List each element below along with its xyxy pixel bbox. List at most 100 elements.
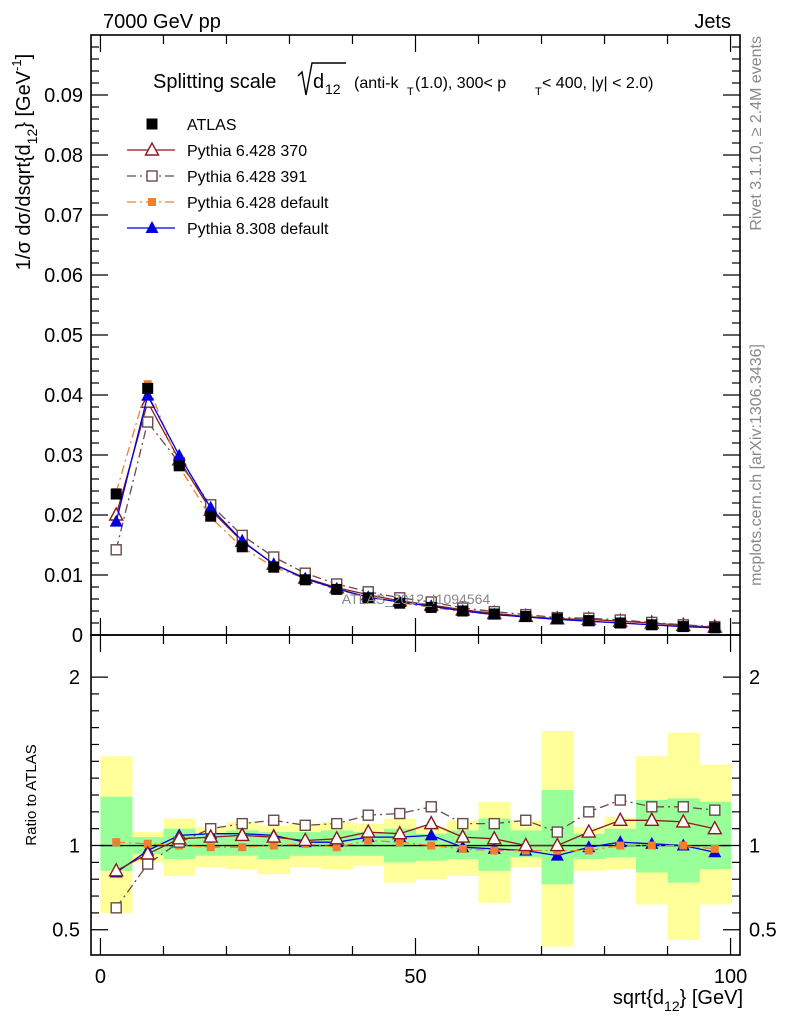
main-point-atlas bbox=[394, 597, 406, 609]
main-y-tick-label: 0.04 bbox=[44, 385, 83, 407]
ratio-point-pythia-6-428-default bbox=[238, 843, 247, 852]
ratio-point-pythia-6-428-391 bbox=[583, 806, 595, 818]
ratio-point-pythia-6-428-default bbox=[679, 841, 688, 850]
main-point-pythia-8-308-default bbox=[109, 514, 123, 527]
main-y-tick-label: 0.07 bbox=[44, 205, 83, 227]
x-tick-label: 0 bbox=[95, 966, 106, 988]
main-point-atlas bbox=[677, 621, 689, 633]
ratio-point-pythia-6-428-370 bbox=[549, 837, 565, 852]
ratio-point-pythia-6-428-391 bbox=[457, 817, 469, 830]
legend-marker-pythia-8-308-default bbox=[145, 221, 159, 233]
ratio-point-pythia-6-428-default bbox=[647, 841, 656, 850]
ratio-point-pythia-6-428-391 bbox=[331, 817, 343, 830]
ratio-point-pythia-8-308-default bbox=[424, 828, 438, 841]
ratio-point-pythia-6-428-391 bbox=[425, 801, 437, 813]
ratio-plot-axes: 0.5 0.5 1 1 2 2 0 50 100 bbox=[52, 634, 777, 988]
ratio-point-pythia-6-428-370 bbox=[455, 828, 471, 843]
legend-label-pythia-6-428-default: Pythia 6.428 default bbox=[187, 195, 329, 212]
main-y-tick-label: 0.02 bbox=[44, 505, 83, 527]
main-point-atlas bbox=[205, 510, 217, 522]
title-part-2: (1.0), 300< p bbox=[415, 75, 506, 92]
ratio-point-pythia-6-428-default bbox=[427, 841, 436, 850]
ratio-point-pythia-6-428-391 bbox=[362, 809, 374, 821]
ratio-point-pythia-6-428-370 bbox=[486, 830, 502, 845]
title-part-1: (anti-k bbox=[354, 75, 399, 92]
ratio-point-pythia-6-428-default bbox=[490, 846, 499, 855]
main-point-atlas bbox=[362, 592, 374, 604]
title-part-3: < 400, |y| < 2.0) bbox=[542, 75, 654, 92]
ratio-point-pythia-6-428-391 bbox=[614, 794, 626, 806]
ratio-y-tick-label-right: 1 bbox=[749, 836, 760, 858]
main-point-pythia-8-308-default bbox=[204, 500, 218, 513]
main-point-atlas bbox=[299, 574, 311, 586]
ratio-point-pythia-6-428-391 bbox=[268, 814, 280, 826]
ratio-point-pythia-6-428-370 bbox=[266, 828, 282, 843]
ratio-point-pythia-6-428-391 bbox=[551, 826, 563, 838]
main-y-tick-label: 0.06 bbox=[44, 265, 83, 287]
title-part-1-sub: T bbox=[407, 86, 414, 98]
legend-marker-pythia-6-428-391 bbox=[146, 170, 158, 182]
main-plot-title: Splitting scale d 12 (anti-k T (1.0), 30… bbox=[153, 62, 654, 98]
main-point-atlas bbox=[583, 615, 595, 627]
legend-label-atlas: ATLAS bbox=[187, 117, 237, 134]
x-tick-label: 50 bbox=[404, 966, 426, 988]
ratio-point-pythia-6-428-391 bbox=[299, 819, 311, 832]
main-y-tick-label: 0.01 bbox=[44, 565, 83, 587]
main-point-atlas bbox=[646, 619, 658, 631]
ratio-y-tick-label: 1 bbox=[69, 836, 80, 858]
main-point-atlas bbox=[614, 617, 626, 629]
ratio-point-pythia-6-428-391 bbox=[677, 801, 689, 813]
ratio-point-pythia-6-428-default bbox=[269, 841, 278, 850]
main-y-tick-label: 0.05 bbox=[44, 325, 83, 347]
legend-marker-pythia-6-428-default bbox=[148, 198, 156, 206]
title-var-sub: 12 bbox=[325, 81, 341, 97]
ratio-point-pythia-6-428-370 bbox=[707, 820, 723, 835]
ratio-point-pythia-6-428-370 bbox=[297, 832, 313, 847]
main-y-axis-label: 1/σ dσ/dsqrt{d12} [GeV-1] bbox=[9, 54, 40, 270]
ratio-inner-band-bin bbox=[100, 796, 133, 871]
x-tick-label: 100 bbox=[714, 966, 747, 988]
title-part-2-sub: T bbox=[535, 86, 542, 98]
header-left: 7000 GeV pp bbox=[103, 11, 221, 33]
ratio-point-pythia-6-428-370 bbox=[423, 815, 439, 830]
ratio-point-pythia-6-428-391 bbox=[520, 814, 532, 826]
header-right: Jets bbox=[694, 11, 731, 33]
main-point-atlas bbox=[488, 608, 500, 620]
title-prefix: Splitting scale bbox=[153, 71, 276, 93]
main-y-tick-label: 0 bbox=[72, 625, 83, 647]
ratio-point-pythia-6-428-default bbox=[332, 843, 341, 852]
analysis-watermark: ATLAS_2012_I1094564 bbox=[342, 591, 491, 607]
mcplots-label: mcplots.cern.ch [arXiv:1306.3436] bbox=[748, 344, 765, 586]
ratio-point-pythia-6-428-370 bbox=[360, 823, 376, 838]
ratio-point-pythia-6-428-default bbox=[616, 841, 625, 850]
main-point-pythia-8-308-default bbox=[141, 388, 155, 401]
ratio-point-pythia-6-428-391 bbox=[488, 817, 500, 830]
legend-label-pythia-6-428-391: Pythia 6.428 391 bbox=[187, 169, 307, 186]
ratio-point-pythia-6-428-391 bbox=[709, 804, 721, 816]
ratio-point-pythia-6-428-370 bbox=[140, 845, 156, 860]
ratio-y-tick-label-right: 2 bbox=[749, 667, 760, 689]
main-point-atlas bbox=[425, 601, 437, 613]
ratio-point-pythia-6-428-default bbox=[458, 844, 467, 853]
title-var: d bbox=[313, 71, 324, 93]
ratio-y-tick-label: 0.5 bbox=[52, 920, 80, 942]
ratio-point-pythia-6-428-370 bbox=[612, 811, 628, 826]
main-point-atlas bbox=[142, 382, 154, 394]
main-point-atlas bbox=[268, 561, 280, 573]
legend-marker-pythia-6-428-370 bbox=[144, 141, 160, 156]
main-y-tick-label: 0.08 bbox=[44, 145, 83, 167]
ratio-point-pythia-6-428-370 bbox=[581, 823, 597, 838]
ratio-point-pythia-6-428-370 bbox=[518, 837, 534, 852]
ratio-point-pythia-6-428-391 bbox=[394, 807, 406, 820]
main-point-atlas bbox=[331, 583, 343, 595]
main-plot-data bbox=[108, 380, 723, 634]
ratio-point-pythia-6-428-370 bbox=[675, 813, 691, 828]
ratio-line-pythia-6-428-default bbox=[116, 839, 715, 852]
legend-label-pythia-8-308-default: Pythia 8.308 default bbox=[187, 221, 329, 238]
main-point-atlas bbox=[551, 613, 563, 625]
ratio-point-pythia-6-428-default bbox=[584, 846, 593, 855]
main-point-pythia-8-308-default bbox=[172, 448, 186, 461]
ratio-point-pythia-6-428-370 bbox=[392, 825, 408, 840]
main-point-pythia-6-428-391 bbox=[142, 416, 154, 428]
main-point-atlas bbox=[520, 610, 532, 622]
